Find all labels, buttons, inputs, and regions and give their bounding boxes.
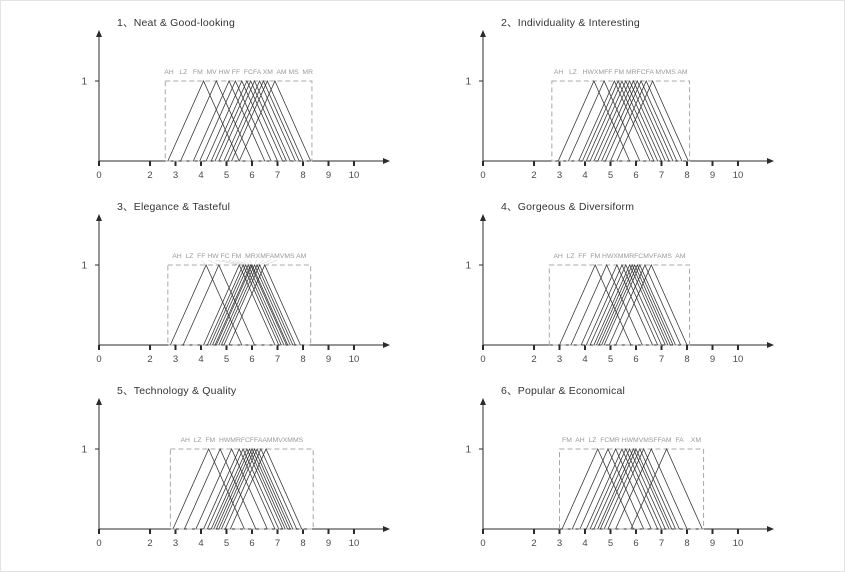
svg-text:8: 8: [300, 170, 305, 181]
svg-text:2: 2: [147, 538, 152, 549]
svg-text:AH LZ FM HWMRFCFFAAMMVXMMS: AH LZ FM HWMRFCFFAAMMVXMMS: [180, 437, 303, 444]
svg-text:2: 2: [147, 354, 152, 365]
svg-text:6: 6: [633, 538, 638, 549]
svg-text:5: 5: [224, 170, 229, 181]
svg-text:5: 5: [608, 170, 613, 181]
svg-text:4: 4: [582, 538, 587, 549]
svg-text:5: 5: [224, 538, 229, 549]
svg-text:0: 0: [96, 354, 101, 365]
svg-text:1: 1: [81, 261, 87, 272]
svg-text:5: 5: [608, 354, 613, 365]
svg-text:8: 8: [684, 170, 689, 181]
subplot-individuality-interesting: 2、Individuality & Interesting 0 2 3 4 5 6 7 8 9 1…: [435, 11, 819, 195]
svg-text:AH LZ FM MV HW FF FCFA X: AH LZ FM MV HW FF FCFA XM AM MS MR: [164, 69, 313, 76]
svg-text:9: 9: [326, 354, 331, 365]
svg-text:3: 3: [557, 170, 562, 181]
subplot-popular-economical: 6、Popular & Economical 0 2 3 4 5 6 7 8 9 10 1 FM AH…: [435, 379, 819, 563]
subplot-title: 5、Technology & Quality: [117, 385, 237, 397]
svg-text:AH LZ HWXMFF FM MRFCFA MVM: AH LZ HWXMFF FM MRFCFA MVMS AM: [554, 69, 688, 76]
subplot-elegance-tasteful: 3、Elegance & Tasteful 0 2 3 4 5 6 7 8 9 10 1 AH LZ …: [51, 195, 435, 379]
svg-text:1: 1: [81, 445, 87, 456]
membership-function-chart: 0 2 3 4 5 6 7 8 9 10 1 AH LZ FF HW FC FM MRXMFAMVMS…: [81, 214, 390, 365]
svg-text:6: 6: [633, 354, 638, 365]
membership-function-chart: 0 2 3 4 5 6 7 8 9 10 1 AH LZ HWXMFF FM MRFCFA MVMS …: [465, 30, 774, 181]
svg-text:10: 10: [733, 354, 744, 365]
svg-text:5: 5: [224, 354, 229, 365]
svg-text:0: 0: [96, 170, 101, 181]
svg-text:9: 9: [710, 354, 715, 365]
svg-text:AH LZ FF HW FC FM MRXMFAMVM: AH LZ FF HW FC FM MRXMFAMVMS AM: [172, 253, 306, 260]
svg-text:AH LZ FF FM HWXMMRFCMVFAMS: AH LZ FF FM HWXMMRFCMVFAMS AM: [553, 253, 685, 260]
svg-text:7: 7: [659, 170, 664, 181]
svg-text:6: 6: [249, 170, 254, 181]
svg-text:1: 1: [81, 77, 87, 88]
subplot-neat-good-looking: 1、Neat & Good-looking 0 2 3 4 5 6 7 8 9 10 1 AH LZ …: [51, 11, 435, 195]
svg-text:10: 10: [349, 538, 360, 549]
svg-text:8: 8: [684, 354, 689, 365]
subplot-title: 3、Elegance & Tasteful: [117, 201, 231, 213]
svg-text:2: 2: [531, 538, 536, 549]
svg-text:0: 0: [480, 170, 485, 181]
svg-text:3: 3: [173, 354, 178, 365]
svg-text:0: 0: [96, 538, 101, 549]
svg-text:4: 4: [582, 170, 587, 181]
svg-text:7: 7: [275, 538, 280, 549]
svg-text:10: 10: [349, 170, 360, 181]
membership-function-chart: 0 2 3 4 5 6 7 8 9 10 1 AH LZ FF FM HWXMMRFCMVFAMS A…: [465, 214, 774, 365]
subplot-title: 2、Individuality & Interesting: [501, 17, 640, 29]
svg-text:8: 8: [300, 354, 305, 365]
svg-text:1: 1: [465, 445, 471, 456]
svg-text:3: 3: [173, 538, 178, 549]
svg-text:10: 10: [733, 170, 744, 181]
svg-text:FM AH LZ FCMR HWMVMSFFAM F: FM AH LZ FCMR HWMVMSFFAM FA XM: [562, 437, 701, 444]
svg-text:9: 9: [710, 170, 715, 181]
svg-text:7: 7: [275, 354, 280, 365]
svg-text:6: 6: [249, 538, 254, 549]
svg-text:2: 2: [531, 354, 536, 365]
membership-function-chart: 0 2 3 4 5 6 7 8 9 10 1 AH LZ FM HWMRFCFFAAMMVXMMS: [81, 398, 390, 549]
svg-text:9: 9: [710, 538, 715, 549]
svg-text:10: 10: [349, 354, 360, 365]
svg-text:1: 1: [465, 261, 471, 272]
subplot-title: 1、Neat & Good-looking: [117, 17, 236, 29]
subplot-title: 4、Gorgeous & Diversiform: [501, 201, 635, 213]
svg-text:3: 3: [173, 170, 178, 181]
membership-function-chart: 0 2 3 4 5 6 7 8 9 10 1 AH LZ FM MV HW FF FCFA XM AM…: [81, 30, 390, 181]
svg-text:3: 3: [557, 354, 562, 365]
svg-text:8: 8: [300, 538, 305, 549]
svg-text:4: 4: [198, 170, 203, 181]
svg-text:4: 4: [582, 354, 587, 365]
svg-text:7: 7: [659, 354, 664, 365]
svg-text:0: 0: [480, 538, 485, 549]
svg-text:10: 10: [733, 538, 744, 549]
svg-text:2: 2: [531, 170, 536, 181]
svg-text:6: 6: [633, 170, 638, 181]
svg-text:9: 9: [326, 170, 331, 181]
svg-text:9: 9: [326, 538, 331, 549]
svg-text:4: 4: [198, 354, 203, 365]
subplot-technology-quality: 5、Technology & Quality 0 2 3 4 5 6 7 8 9 10 1 AH LZ…: [51, 379, 435, 563]
svg-text:1: 1: [465, 77, 471, 88]
svg-text:6: 6: [249, 354, 254, 365]
svg-text:7: 7: [659, 538, 664, 549]
svg-text:7: 7: [275, 170, 280, 181]
svg-text:5: 5: [608, 538, 613, 549]
subplot-gorgeous-diversiform: 4、Gorgeous & Diversiform 0 2 3 4 5 6 7 8 9 10 1 AH …: [435, 195, 819, 379]
membership-function-chart: 0 2 3 4 5 6 7 8 9 10 1 FM AH LZ FCMR HWMVMSFFAM FA …: [465, 398, 774, 549]
svg-text:4: 4: [198, 538, 203, 549]
svg-text:0: 0: [480, 354, 485, 365]
svg-text:2: 2: [147, 170, 152, 181]
svg-text:8: 8: [684, 538, 689, 549]
svg-text:3: 3: [557, 538, 562, 549]
subplot-title: 6、Popular & Economical: [501, 385, 626, 397]
